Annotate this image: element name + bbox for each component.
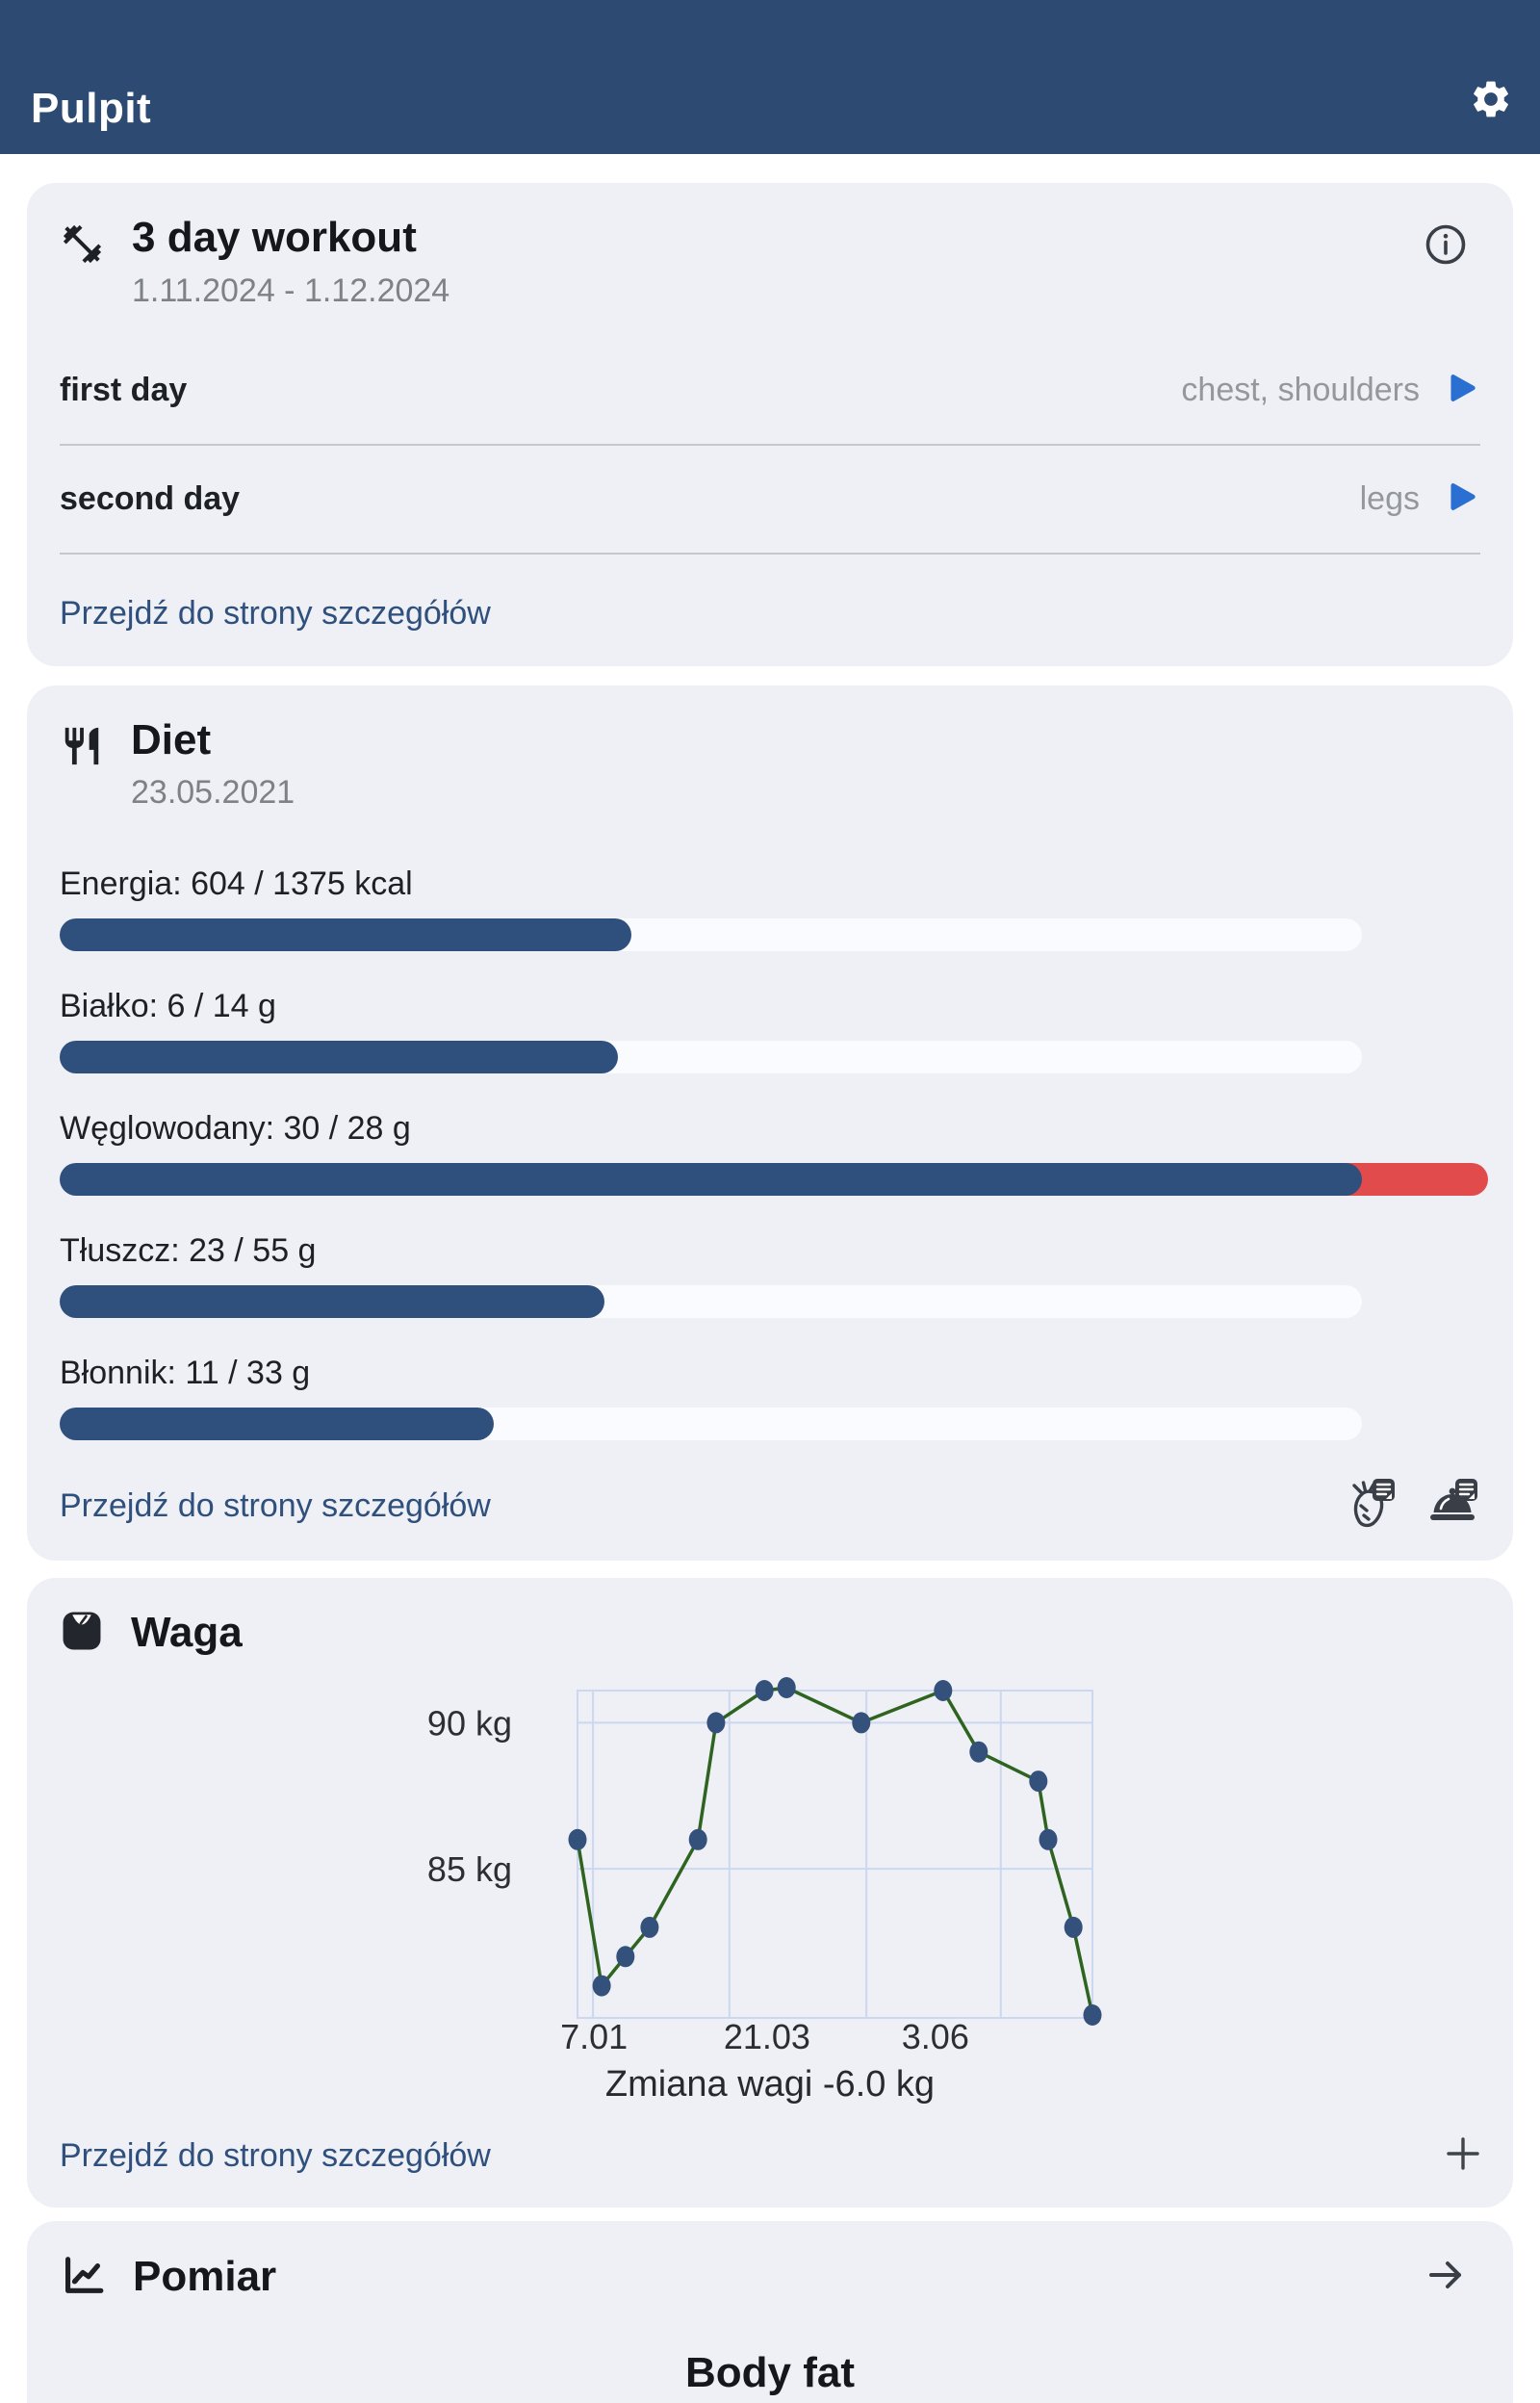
macro-progress-track	[60, 1163, 1488, 1197]
macro-row: Błonnik: 11 / 33 g	[60, 1355, 1480, 1441]
workout-card: 3 day workout 1.11.2024 - 1.12.2024 firs…	[27, 183, 1513, 666]
svg-text:90 kg: 90 kg	[427, 1704, 512, 1744]
macro-label: Błonnik: 11 / 33 g	[60, 1355, 311, 1392]
diet-macro-list: Energia: 604 / 1375 kcal Białko: 6 / 14 g…	[60, 866, 1488, 1441]
measurement-title: Pomiar	[133, 2253, 277, 2301]
add-product-carrot-icon[interactable]	[1344, 1477, 1398, 1536]
workout-day-name: first day	[60, 371, 188, 408]
workout-title: 3 day workout	[132, 214, 417, 261]
divider	[60, 552, 1480, 555]
body-fat-chart-title: Body fat	[685, 2349, 855, 2397]
gear-icon[interactable]	[1469, 77, 1513, 121]
workout-day-list: first day chest, shoulders second day legs	[60, 337, 1480, 555]
measurement-card: Pomiar Body fat 25 %	[27, 2221, 1513, 2403]
macro-progress-fill	[60, 1408, 494, 1441]
diet-footer: Przejdź do strony szczegółów	[60, 1477, 1480, 1536]
play-icon[interactable]	[1450, 374, 1476, 407]
svg-text:7.01: 7.01	[560, 2017, 628, 2056]
weight-title: Waga	[131, 1609, 243, 1657]
workout-day-muscles: chest, shoulders	[1181, 371, 1420, 408]
workout-day-name: second day	[60, 479, 241, 517]
macro-progress-fill	[60, 1163, 1362, 1197]
weight-card-header: Waga	[60, 1609, 1480, 1658]
workout-day-row: first day chest, shoulders	[60, 337, 1480, 444]
svg-text:3.06: 3.06	[902, 2017, 969, 2056]
workout-day-right: chest, shoulders	[1181, 372, 1476, 409]
weight-card: Waga 90 kg 85 kg 7.01 21.03 3.06 Zmiana wagi…	[27, 1578, 1513, 2209]
macro-label: Energia: 604 / 1375 kcal	[60, 866, 413, 903]
play-icon[interactable]	[1450, 482, 1476, 516]
macro-progress-track	[60, 1285, 1362, 1319]
divider	[60, 443, 1480, 446]
page-title: Pulpit	[31, 85, 152, 132]
macro-row: Tłuszcz: 23 / 55 g	[60, 1232, 1480, 1319]
workout-card-titles: 3 day workout 1.11.2024 - 1.12.2024	[132, 214, 449, 310]
macro-progress-track	[60, 1041, 1362, 1074]
macro-row: Węglowodany: 30 / 28 g	[60, 1110, 1488, 1197]
macro-label: Węglowodany: 30 / 28 g	[60, 1110, 411, 1148]
workout-day-muscles: legs	[1359, 479, 1420, 517]
workout-day-row: second day legs	[60, 446, 1480, 553]
plus-icon[interactable]	[1446, 2136, 1480, 2176]
diet-title: Diet	[131, 715, 212, 763]
dumbbell-icon	[60, 221, 105, 271]
weight-details-row: Przejdź do strony szczegółów	[60, 2129, 1480, 2183]
macro-progress-fill	[60, 918, 631, 952]
diet-details-link[interactable]: Przejdź do strony szczegółów	[60, 1487, 491, 1525]
arrow-right-icon[interactable]	[1424, 2254, 1467, 2301]
svg-text:21.03: 21.03	[724, 2017, 810, 2056]
macro-progress-track	[60, 1408, 1362, 1441]
diet-card: Diet 23.05.2021 Energia: 604 / 1375 kcal…	[27, 685, 1513, 1562]
weight-chart: 90 kg 85 kg 7.01 21.03 3.06	[427, 1677, 1102, 2056]
measurement-card-header: Pomiar	[60, 2252, 1480, 2303]
weight-details-link[interactable]: Przejdź do strony szczegółów	[60, 2136, 491, 2174]
workout-date-range: 1.11.2024 - 1.12.2024	[132, 271, 450, 309]
macro-label: Tłuszcz: 23 / 55 g	[60, 1232, 317, 1270]
macro-progress-track	[60, 918, 1362, 952]
weight-change-caption: Zmiana wagi -6.0 kg	[604, 2064, 936, 2106]
workout-day-right: legs	[1360, 480, 1476, 518]
macro-progress-fill	[60, 1285, 604, 1319]
dashboard: 3 day workout 1.11.2024 - 1.12.2024 firs…	[0, 183, 1540, 2403]
diet-actions	[1344, 1477, 1480, 1536]
restaurant-icon	[60, 724, 104, 773]
scale-icon	[60, 1609, 104, 1658]
workout-details-link[interactable]: Przejdź do strony szczegółów	[60, 595, 491, 633]
diet-card-titles: Diet 23.05.2021	[131, 716, 295, 813]
add-meal-cloche-icon[interactable]	[1426, 1477, 1480, 1536]
macro-label: Białko: 6 / 14 g	[60, 988, 276, 1025]
workout-card-header: 3 day workout 1.11.2024 - 1.12.2024	[60, 214, 1480, 310]
macro-progress-fill	[60, 1041, 618, 1074]
info-icon[interactable]	[1424, 223, 1467, 271]
diet-date: 23.05.2021	[131, 774, 295, 812]
macro-row: Energia: 604 / 1375 kcal	[60, 866, 1480, 952]
svg-text:85 kg: 85 kg	[427, 1849, 512, 1889]
diet-card-header: Diet 23.05.2021	[60, 716, 1480, 813]
line-chart-icon	[60, 2252, 106, 2303]
app-bar: Pulpit	[0, 0, 1540, 154]
workout-details-row: Przejdź do strony szczegółów	[60, 587, 1480, 641]
macro-row: Białko: 6 / 14 g	[60, 988, 1480, 1074]
